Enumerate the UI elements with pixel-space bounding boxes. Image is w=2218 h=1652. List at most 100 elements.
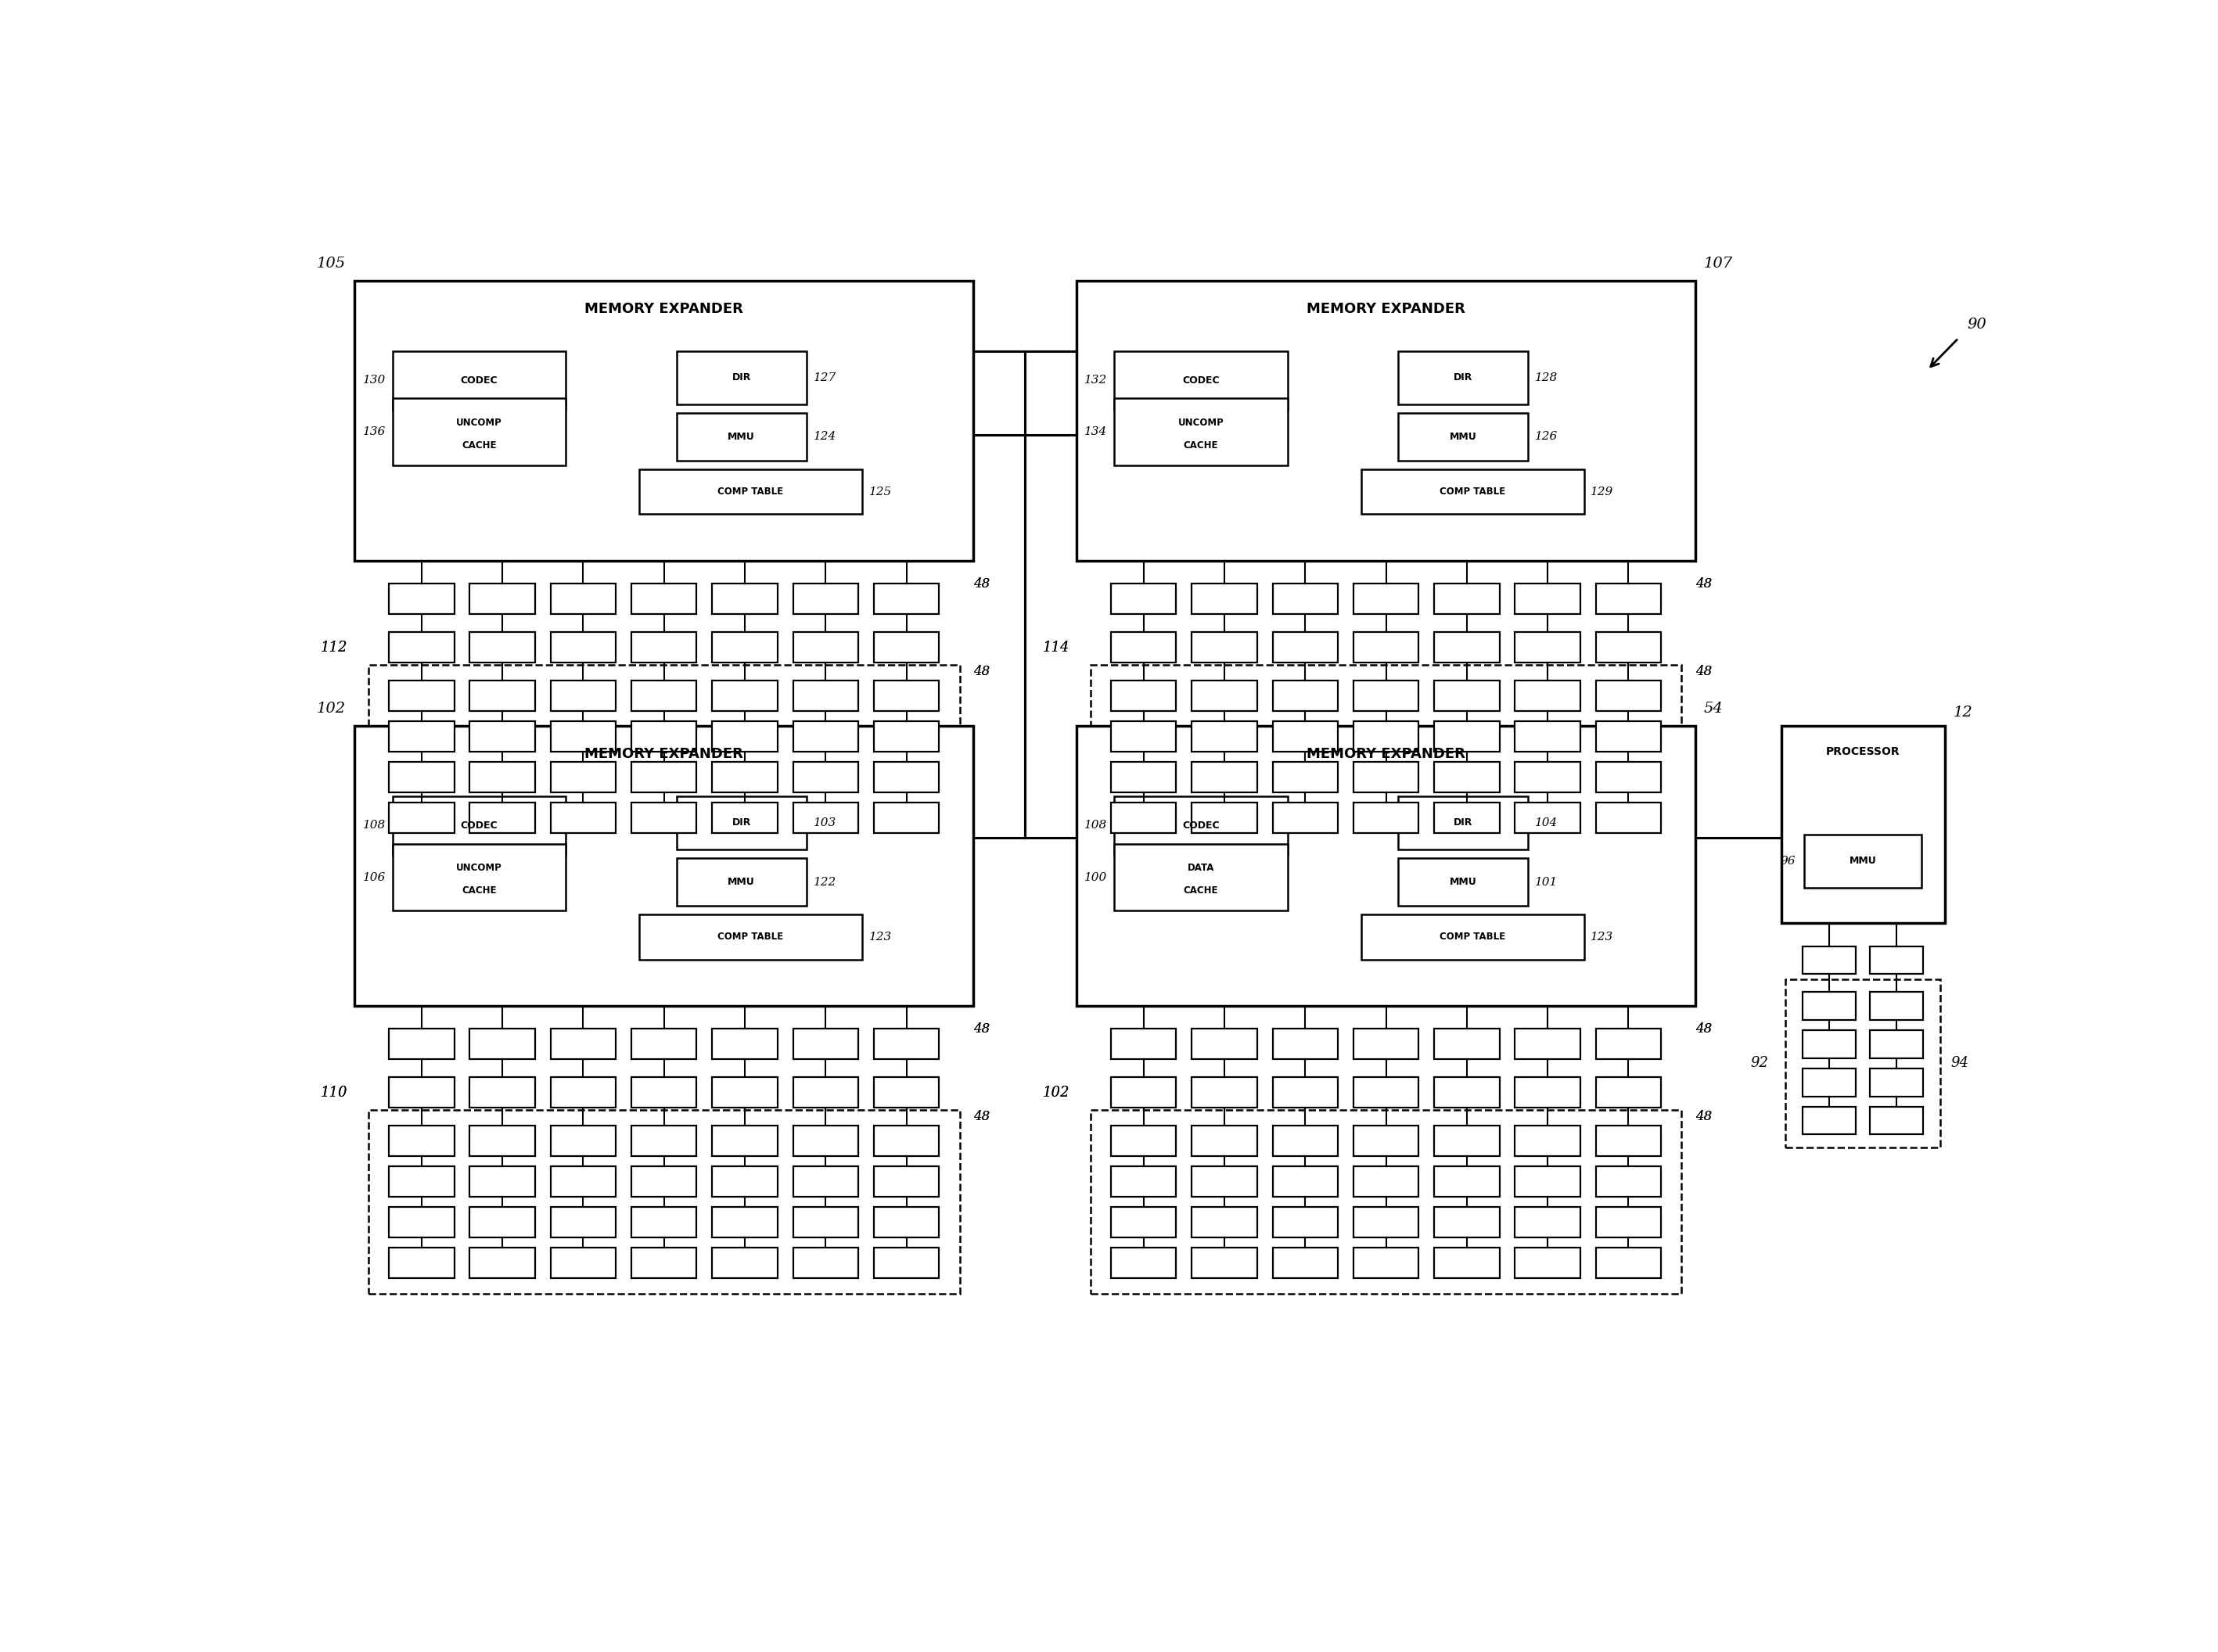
Bar [388, 633, 455, 662]
Bar [550, 1208, 617, 1237]
Bar [874, 1077, 938, 1108]
Bar [1111, 681, 1176, 710]
Text: 100: 100 [1085, 872, 1107, 882]
Text: 48: 48 [1695, 577, 1712, 590]
Text: CACHE: CACHE [461, 441, 497, 451]
Bar [712, 1208, 779, 1237]
Text: 136: 136 [364, 426, 386, 438]
Text: 132: 132 [1085, 375, 1107, 387]
Bar [1353, 633, 1420, 662]
Bar [1435, 1077, 1499, 1108]
Bar [1435, 633, 1499, 662]
Text: MEMORY EXPANDER: MEMORY EXPANDER [586, 747, 743, 762]
Text: DIR: DIR [732, 818, 752, 828]
Bar [1191, 762, 1258, 793]
Bar [470, 1029, 535, 1059]
Text: 94: 94 [1950, 1056, 1970, 1070]
Bar [1076, 281, 1695, 560]
Bar [874, 762, 938, 793]
Bar [1595, 1029, 1661, 1059]
Bar [388, 681, 455, 710]
Bar [712, 583, 779, 615]
Text: 105: 105 [317, 256, 346, 271]
Bar [470, 1247, 535, 1279]
Bar [1113, 350, 1289, 410]
Text: CODEC: CODEC [461, 821, 497, 831]
Bar [1111, 583, 1176, 615]
Bar [874, 1029, 938, 1059]
Bar [388, 1208, 455, 1237]
Text: DATA: DATA [1187, 862, 1215, 872]
Bar [794, 1166, 858, 1196]
Text: UNCOMP: UNCOMP [1178, 418, 1224, 428]
Text: 122: 122 [814, 877, 836, 887]
Bar [632, 681, 696, 710]
Bar [676, 413, 807, 461]
Bar [1111, 633, 1176, 662]
Text: 92: 92 [1750, 1056, 1768, 1070]
Bar [1113, 796, 1289, 854]
Text: 102: 102 [317, 702, 346, 715]
Bar [874, 720, 938, 752]
Text: 104: 104 [1535, 818, 1557, 828]
Text: 101: 101 [1535, 877, 1557, 887]
Text: 90: 90 [1967, 317, 1987, 332]
Bar [1515, 720, 1579, 752]
Bar [1515, 681, 1579, 710]
Bar [712, 1029, 779, 1059]
Bar [550, 633, 617, 662]
Bar [1273, 720, 1337, 752]
Text: 48: 48 [974, 1023, 989, 1036]
Bar [1273, 1208, 1337, 1237]
Text: MEMORY EXPANDER: MEMORY EXPANDER [1306, 302, 1466, 316]
Bar [632, 762, 696, 793]
Bar [355, 281, 974, 560]
Bar [1273, 583, 1337, 615]
Bar [1191, 1247, 1258, 1279]
Bar [1353, 803, 1420, 833]
Text: 129: 129 [1590, 486, 1615, 497]
Bar [1595, 1077, 1661, 1108]
Bar [1595, 1247, 1661, 1279]
Bar [1362, 469, 1584, 514]
Bar [1273, 1166, 1337, 1196]
Text: 112: 112 [322, 641, 348, 654]
Bar [1353, 583, 1420, 615]
Bar [1362, 915, 1584, 960]
Bar [1870, 991, 1923, 1019]
Bar [470, 681, 535, 710]
Bar [388, 583, 455, 615]
Bar [1435, 720, 1499, 752]
Bar [1595, 633, 1661, 662]
Bar [1803, 1031, 1856, 1059]
Bar [388, 803, 455, 833]
Bar [1803, 947, 1856, 975]
Bar [1353, 1029, 1420, 1059]
Bar [1273, 681, 1337, 710]
Bar [1191, 1208, 1258, 1237]
Bar [1273, 1029, 1337, 1059]
Bar [1515, 1166, 1579, 1196]
Bar [550, 720, 617, 752]
Bar [1515, 1029, 1579, 1059]
Text: 48: 48 [1695, 664, 1712, 677]
Bar [874, 633, 938, 662]
Bar [1397, 350, 1528, 405]
Bar [1111, 1029, 1176, 1059]
Bar [632, 583, 696, 615]
Bar [712, 1077, 779, 1108]
Bar [470, 1208, 535, 1237]
Bar [393, 398, 566, 466]
Bar [712, 681, 779, 710]
Text: 48: 48 [974, 577, 989, 590]
Bar [794, 762, 858, 793]
Bar [368, 666, 960, 847]
Bar [393, 844, 566, 910]
Text: 48: 48 [1695, 664, 1712, 677]
Text: 48: 48 [974, 1110, 989, 1123]
Text: 130: 130 [364, 375, 386, 387]
Bar [874, 1125, 938, 1156]
Text: 48: 48 [974, 664, 989, 677]
Text: 127: 127 [814, 372, 836, 383]
Text: 134: 134 [1085, 426, 1107, 438]
